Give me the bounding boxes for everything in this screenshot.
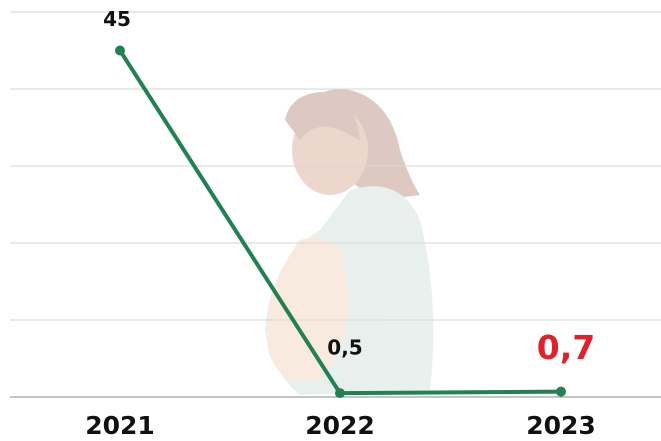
point <box>556 386 566 397</box>
point <box>335 388 345 399</box>
plot: 2021 2022 2023 45 0,5 0,7 <box>85 7 596 440</box>
grid <box>10 11 661 398</box>
value-label: 0,5 <box>327 336 362 360</box>
value-label: 45 <box>103 7 131 31</box>
point <box>115 45 125 56</box>
x-tick-label: 2022 <box>305 411 375 440</box>
x-tick-label: 2023 <box>526 411 596 440</box>
x-tick-label: 2021 <box>85 411 155 440</box>
value-label: 0,7 <box>537 328 595 367</box>
